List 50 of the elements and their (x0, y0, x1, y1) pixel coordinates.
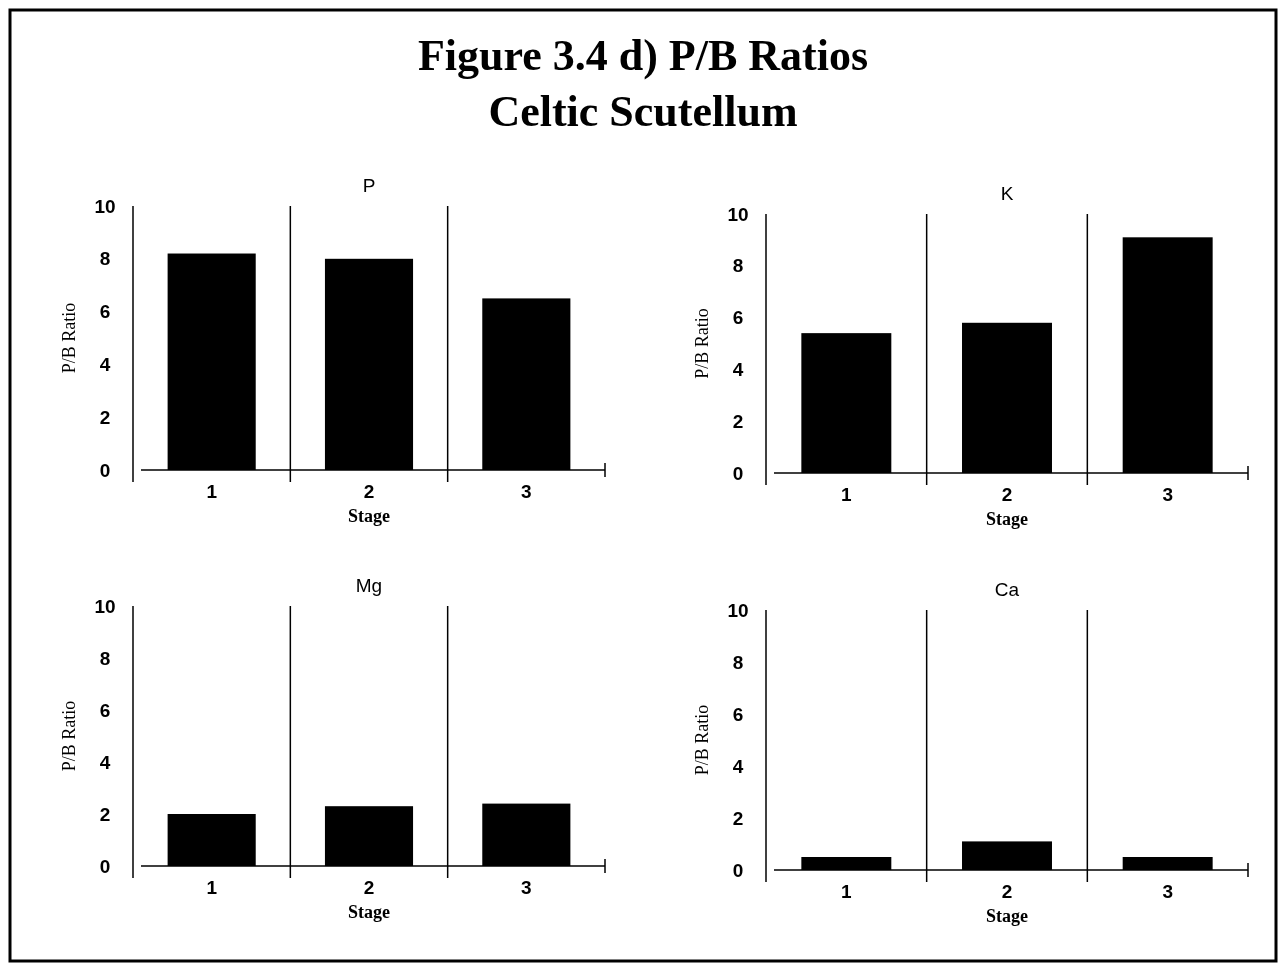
y-tick-label: 8 (732, 651, 744, 673)
x-axis-title: Stage (348, 902, 390, 922)
y-tick-label: 6 (732, 307, 744, 329)
y-tick-label: 2 (99, 406, 111, 428)
x-tick-label: 1 (206, 481, 218, 502)
x-tick-label: 2 (1001, 881, 1013, 902)
y-axis-title: P/B Ratio (59, 302, 79, 374)
x-tick-label: 1 (841, 881, 853, 902)
x-tick-label: 2 (1001, 484, 1013, 505)
x-tick-label: 2 (363, 481, 375, 502)
y-tick-label: 8 (99, 248, 111, 270)
y-tick-label: 10 (727, 599, 749, 621)
x-tick-label: 3 (521, 877, 532, 898)
y-tick-label: 6 (99, 699, 111, 721)
y-tick-label: 6 (99, 301, 111, 323)
caption: Figure 3.4 d) P/B Ratios (417, 31, 869, 80)
y-tick-label: 2 (732, 807, 744, 829)
y-tick-label: 0 (99, 855, 111, 877)
y-tick-label: 2 (732, 410, 744, 432)
y-tick-label: 10 (94, 195, 116, 217)
y-tick-label: 6 (732, 703, 744, 725)
y-tick-label: 4 (732, 359, 744, 381)
x-tick-label: 1 (206, 877, 218, 898)
chart-title: P (362, 175, 376, 196)
y-axis-title: P/B Ratio (59, 700, 79, 772)
y-tick-label: 4 (732, 755, 744, 777)
y-tick-label: 8 (732, 255, 744, 277)
y-tick-label: 0 (99, 459, 111, 481)
x-axis-title: Stage (986, 509, 1028, 529)
y-axis-title: P/B Ratio (692, 704, 712, 776)
y-tick-label: 2 (99, 803, 111, 825)
x-tick-label: 3 (521, 481, 532, 502)
x-axis-title: Stage (986, 906, 1028, 926)
text: Celtic Scutellum (488, 87, 798, 136)
y-tick-label: 10 (727, 203, 749, 225)
x-tick-label: 3 (1162, 484, 1173, 505)
y-axis-title: P/B Ratio (692, 308, 712, 379)
x-tick-label: 2 (363, 877, 375, 898)
y-tick-label: 10 (94, 595, 116, 617)
y-tick-label: 4 (99, 354, 111, 376)
chart-title: Mg (355, 575, 383, 596)
y-tick-label: 0 (732, 462, 744, 484)
chart-title: Ca (994, 579, 1020, 600)
x-tick-label: 1 (841, 484, 853, 505)
y-tick-label: 8 (99, 647, 111, 669)
chart-title: K (1000, 183, 1014, 204)
y-tick-label: 0 (732, 859, 744, 881)
x-axis-title: Stage (348, 506, 390, 526)
x-tick-label: 3 (1162, 881, 1173, 902)
y-tick-label: 4 (99, 751, 111, 773)
